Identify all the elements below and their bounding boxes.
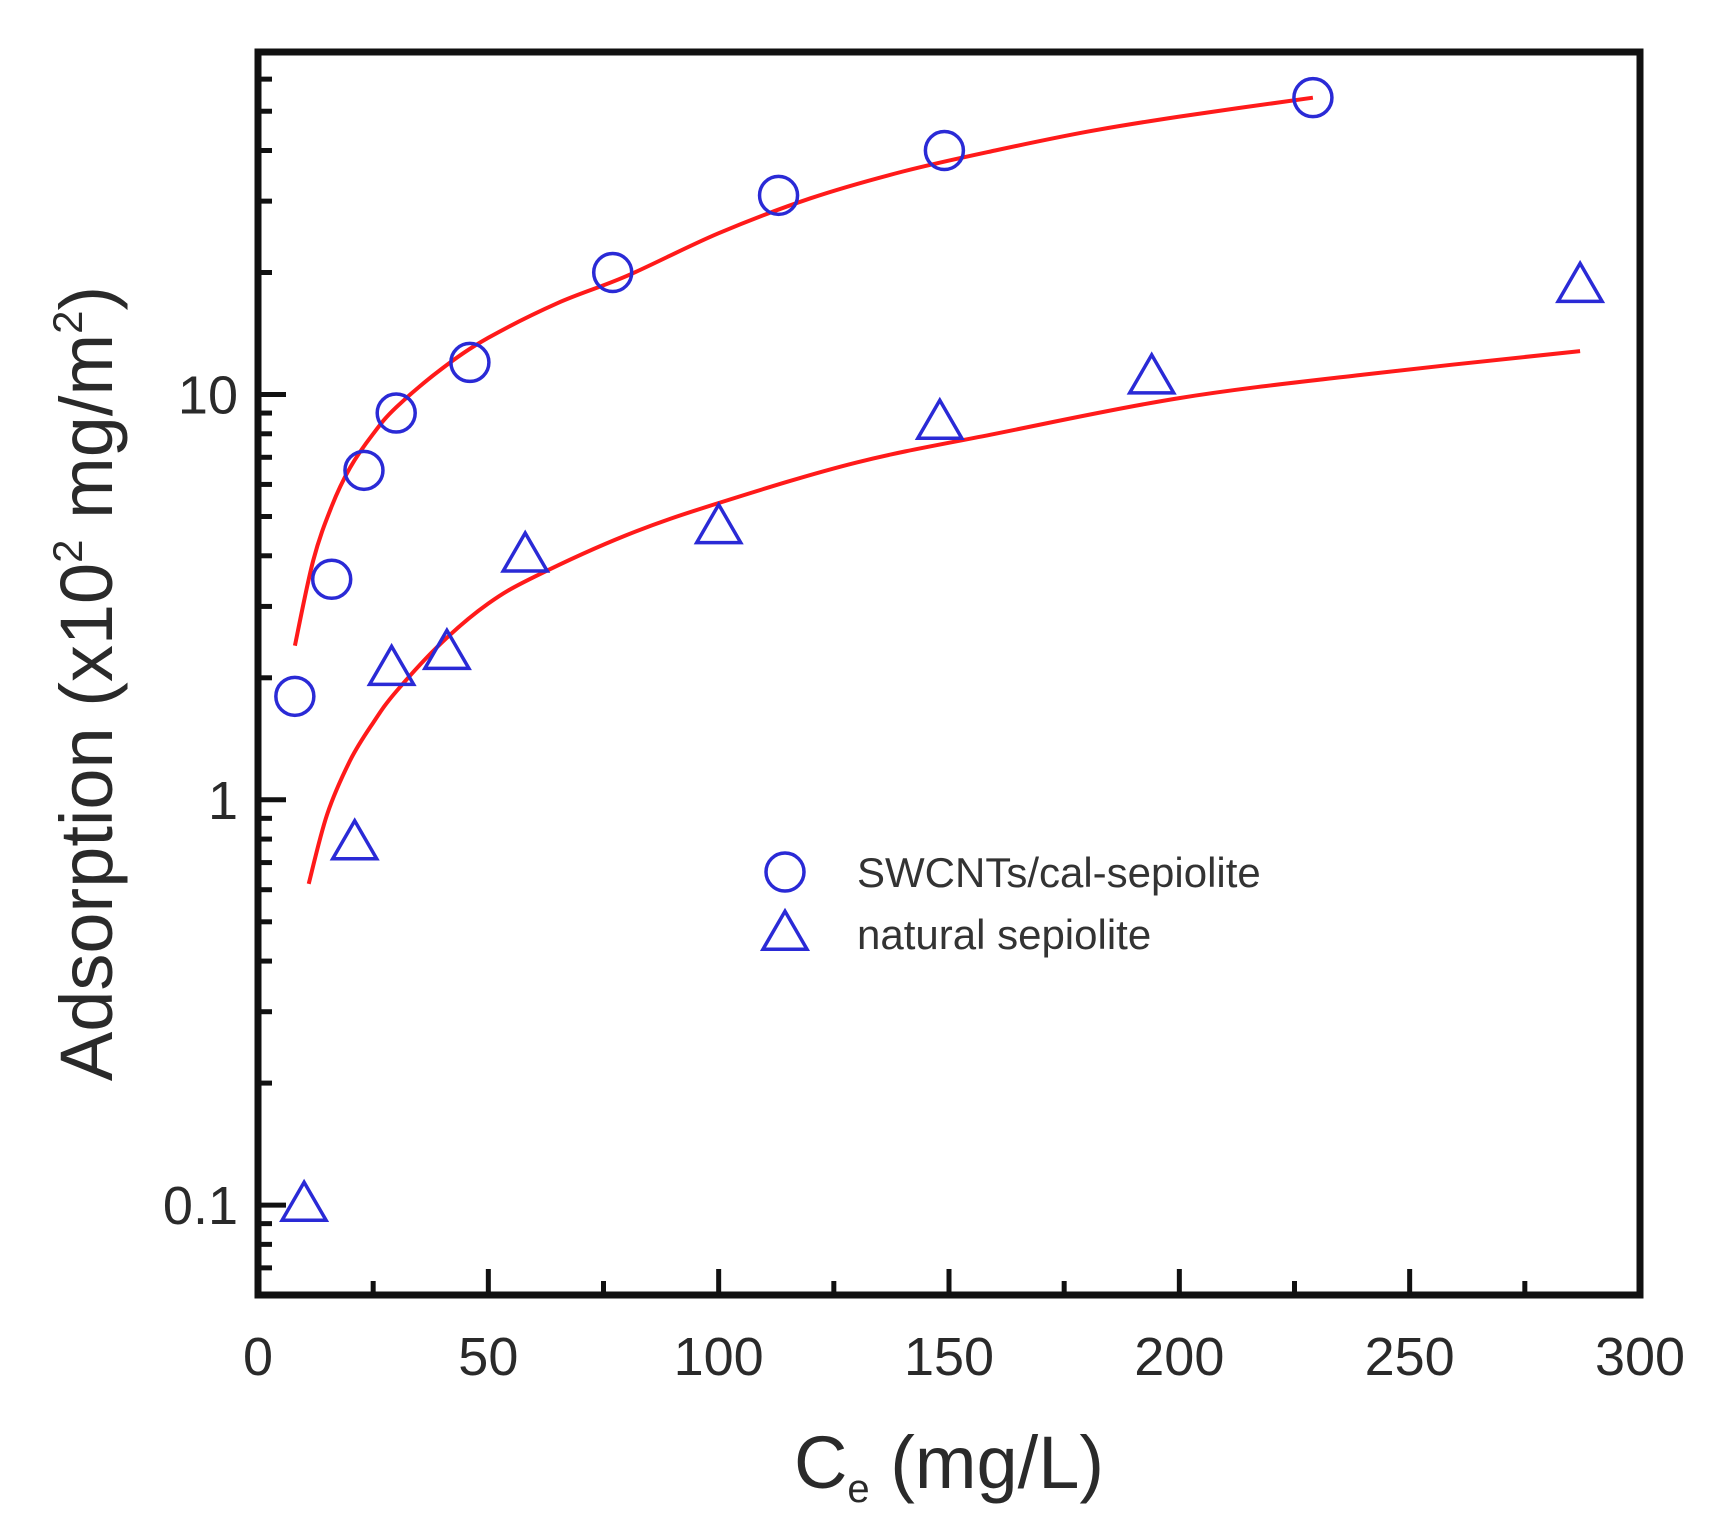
plot-frame	[254, 48, 1644, 1299]
fit-curves	[292, 95, 1581, 885]
data-point-circle	[343, 449, 385, 492]
fit-curve	[292, 95, 1314, 647]
data-point-triangle	[1555, 259, 1606, 304]
x-tick-label: 300	[1595, 1327, 1685, 1387]
data-point-circle	[757, 174, 800, 217]
legend: SWCNTs/cal-sepiolite natural sepiolite	[759, 849, 1261, 958]
x-tick-label: 250	[1365, 1327, 1455, 1387]
data-point-triangle	[914, 396, 965, 441]
y-tick-label: 1	[208, 771, 238, 831]
legend-circle-icon	[764, 851, 806, 893]
x-tick-label: 100	[674, 1327, 764, 1387]
data-point-circle	[449, 341, 491, 384]
data-point-triangle	[329, 817, 380, 861]
y-axis-title: Adsorption (x102 mg/m2)	[44, 286, 128, 1081]
data-point-triangle	[500, 529, 551, 573]
y-tick-label: 0.1	[163, 1176, 238, 1236]
legend-triangle-icon	[759, 907, 811, 951]
data-point-circle	[310, 558, 353, 601]
data-point-circle	[1292, 76, 1334, 119]
x-tick-label: 150	[904, 1327, 994, 1387]
data-point-triangle	[366, 642, 417, 687]
x-tick-label: 200	[1134, 1327, 1224, 1387]
data-point-triangle	[693, 501, 744, 545]
data-point-circle	[923, 129, 966, 172]
legend-label: SWCNTs/cal-sepiolite	[857, 849, 1261, 896]
x-tick-label: 0	[243, 1327, 273, 1387]
data-point-triangle	[1126, 351, 1177, 395]
data-point-circle	[591, 251, 634, 294]
data-points	[274, 76, 1606, 1223]
data-point-triangle	[279, 1178, 330, 1223]
tick-labels: 0 50 100 150 200 250 300 0.1 1 10	[163, 366, 1685, 1387]
fit-curve	[306, 349, 1581, 885]
data-point-circle	[375, 392, 417, 434]
axis-ticks	[258, 49, 1528, 1298]
y-tick-label: 10	[178, 366, 238, 426]
legend-label: natural sepiolite	[857, 911, 1151, 958]
x-tick-label: 50	[458, 1327, 518, 1387]
plot-area	[254, 48, 1644, 1299]
x-axis-title: Ce (mg/L)	[794, 1421, 1104, 1511]
data-point-triangle	[421, 626, 472, 671]
axis-titles: Ce (mg/L) Adsorption (x102 mg/m2)	[44, 286, 1104, 1511]
data-point-circle	[274, 675, 316, 718]
